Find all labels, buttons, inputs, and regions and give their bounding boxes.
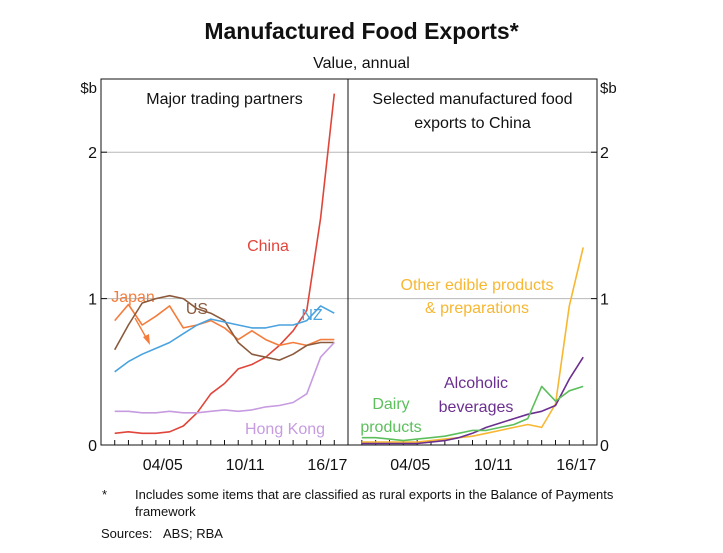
sources-text: ABS; RBA — [163, 526, 223, 541]
panel-frame — [100, 78, 349, 446]
japan-arrow — [134, 317, 150, 345]
series-line — [114, 305, 335, 373]
series-label: Alcoholic — [444, 375, 508, 392]
x-tick-label: 10/11 — [226, 457, 265, 474]
series-label: products — [360, 419, 421, 436]
footnote-marker: * — [102, 487, 108, 502]
x-tick-label: 16/17 — [556, 457, 596, 474]
series-label: & preparations — [425, 300, 529, 317]
series-line — [114, 341, 335, 414]
sources-label: Sources: — [101, 526, 153, 541]
series-label: Dairy — [372, 396, 409, 413]
y-axis-label-left: $b — [80, 80, 97, 97]
y-tick-label-left: 2 — [88, 145, 97, 162]
series-line — [114, 93, 336, 435]
x-tick-label: 16/17 — [307, 457, 347, 474]
chart-svg: 0 1 2 0 1 2 $b $b Major trading partners 04/05 10/… — [80, 78, 617, 474]
y-axis-label-right: $b — [600, 80, 617, 97]
series-line — [113, 294, 335, 361]
series-label: Japan — [111, 289, 155, 306]
series-label: US — [186, 301, 208, 318]
y-tick-label-left: 0 — [88, 438, 97, 455]
series-label: NZ — [301, 307, 323, 324]
series-label: China — [247, 238, 289, 255]
chart-subtitle: Value, annual — [313, 55, 410, 72]
y-tick-label-left: 1 — [88, 292, 97, 309]
series-line — [114, 303, 335, 347]
series-line — [361, 247, 584, 443]
panel-title: exports to China — [414, 115, 531, 132]
y-tick-label-right: 1 — [600, 292, 609, 309]
x-tick-label: 04/05 — [143, 457, 183, 474]
series-label: Other edible products — [401, 277, 554, 294]
y-tick-label-right: 2 — [600, 145, 609, 162]
x-tick-label: 04/05 — [390, 457, 430, 474]
chart-title: Manufactured Food Exports* — [204, 18, 519, 44]
series-label: beverages — [439, 399, 514, 416]
x-tick-label: 10/11 — [474, 457, 513, 474]
y-tick-label-right: 0 — [600, 438, 609, 455]
panel-title: Major trading partners — [146, 91, 303, 108]
series-label: Hong Kong — [245, 421, 325, 438]
series-line — [361, 356, 584, 445]
panel-title: Selected manufactured food — [372, 91, 572, 108]
series-line — [361, 385, 584, 442]
footnote-text: Includes some items that are classified … — [135, 487, 614, 519]
